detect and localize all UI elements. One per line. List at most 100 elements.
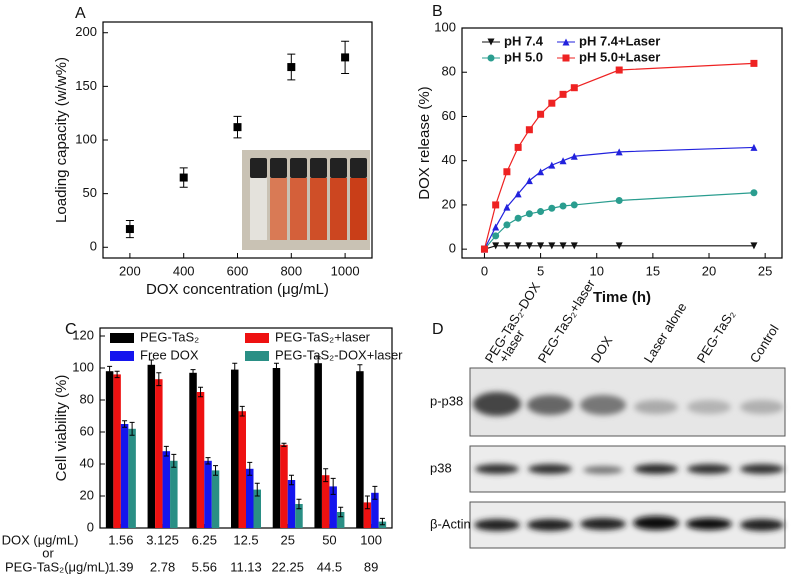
error-bar <box>338 506 344 518</box>
marker <box>503 203 511 211</box>
legend-label: PEG-TaS₂-DOX+laser <box>275 347 403 362</box>
error-bar <box>205 457 211 465</box>
error-bar <box>163 445 169 457</box>
legend-swatch <box>110 351 134 361</box>
y-axis-title: Loading capacity (w/w%) <box>53 57 70 223</box>
bar <box>162 451 171 528</box>
blot-row-label: p38 <box>430 460 452 475</box>
marker <box>562 54 570 62</box>
legend-label: pH 7.4+Laser <box>579 33 660 48</box>
legend-label: pH 7.4 <box>504 33 544 48</box>
marker <box>179 173 188 182</box>
marker <box>615 242 623 250</box>
x-tick-label-secondary: 11.13 <box>230 559 262 574</box>
y-tick-label: 100 <box>75 131 97 146</box>
y-tick-label: 100 <box>434 19 456 34</box>
marker <box>570 242 578 250</box>
marker <box>503 221 511 229</box>
y-tick-label: 60 <box>80 423 94 438</box>
marker <box>341 53 350 62</box>
marker <box>570 84 578 92</box>
marker <box>514 242 522 250</box>
marker <box>548 204 556 212</box>
y-tick-label: 60 <box>442 108 456 123</box>
marker <box>537 168 545 176</box>
bar <box>155 379 163 528</box>
marker <box>559 157 567 165</box>
error-bar <box>198 386 204 398</box>
marker <box>514 190 522 198</box>
marker <box>525 242 533 250</box>
marker <box>537 242 545 250</box>
marker <box>750 189 758 197</box>
legend-label: PEG-TaS₂ <box>140 329 199 344</box>
y-tick-label: 80 <box>442 64 456 79</box>
error-bar <box>296 498 302 510</box>
x-tick-label: 15 <box>646 263 660 278</box>
marker <box>492 201 500 209</box>
marker <box>514 143 522 151</box>
error-bar <box>315 356 321 371</box>
marker <box>537 110 545 118</box>
y-tick-label: 40 <box>442 152 456 167</box>
marker <box>233 123 242 132</box>
error-bar <box>213 465 219 476</box>
x-tick-label: 50 <box>322 532 336 547</box>
x-tick-label-secondary: 5.56 <box>192 559 217 574</box>
marker <box>559 242 567 250</box>
marker <box>487 54 495 62</box>
vial-photo <box>242 150 370 250</box>
bar <box>113 374 121 528</box>
x-axis-title: Time (h) <box>593 289 651 306</box>
bar <box>336 512 345 528</box>
x-tick-label: 100 <box>360 532 382 547</box>
bar <box>321 475 330 528</box>
x-tick-label: 20 <box>702 263 716 278</box>
bar <box>105 371 114 528</box>
x-tick-label: 6.25 <box>192 532 217 547</box>
blot-images <box>469 367 786 549</box>
marker <box>537 208 545 216</box>
marker <box>548 242 556 250</box>
x-tick-label: 3.125 <box>146 532 179 547</box>
bar <box>238 411 246 528</box>
bar <box>295 504 303 528</box>
x-tick-label-secondary: 44.5 <box>317 559 342 574</box>
marker <box>750 143 758 151</box>
bar <box>246 468 254 528</box>
bar <box>147 364 156 528</box>
y-axis-title: DOX release (%) <box>416 86 433 199</box>
marker <box>487 38 495 46</box>
error-bar <box>288 474 294 486</box>
error-bar <box>122 420 128 428</box>
error-bar <box>357 364 363 379</box>
marker <box>615 148 623 156</box>
bar <box>170 460 178 528</box>
x-tick-label-secondary: 2.78 <box>150 559 175 574</box>
marker <box>514 214 522 222</box>
legend-swatch <box>245 333 269 343</box>
row-label: or <box>42 545 54 560</box>
marker <box>548 161 556 169</box>
bar <box>196 392 205 528</box>
marker <box>559 202 567 210</box>
marker <box>570 152 578 160</box>
blot-row-label: p-p38 <box>430 393 463 408</box>
bar <box>204 460 212 528</box>
legend-swatch <box>245 351 269 361</box>
marker <box>750 242 758 250</box>
marker <box>548 99 556 107</box>
legend-swatch <box>110 333 134 343</box>
bar <box>272 368 281 528</box>
error-bar <box>281 442 287 447</box>
marker <box>525 177 533 185</box>
marker <box>562 38 570 46</box>
marker <box>480 245 488 253</box>
y-tick-label: 80 <box>80 391 94 406</box>
bar <box>231 369 239 528</box>
y-tick-label: 40 <box>80 455 94 470</box>
error-bar <box>372 485 378 500</box>
x-tick-label-secondary: 22.25 <box>271 559 304 574</box>
marker <box>492 242 500 250</box>
panel-label: C <box>65 321 77 338</box>
